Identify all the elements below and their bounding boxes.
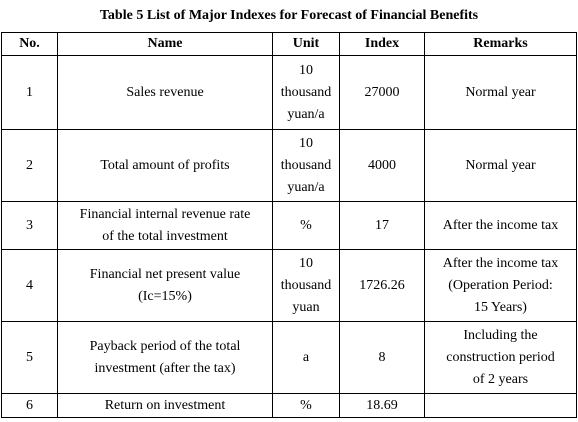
header-no: No.: [1, 32, 58, 56]
cell-no: 2: [1, 129, 58, 202]
cell-remarks: Normal year: [424, 129, 577, 202]
cell-unit: 10 thousand yuan/a: [272, 129, 340, 202]
cell-name: Total amount of profits: [57, 129, 273, 202]
table-row: 4 Financial net present value (Ic=15%) 10…: [1, 249, 577, 322]
header-index: Index: [339, 32, 425, 56]
table-row: 1 Sales revenue 10 thousand yuan/a 27000 N…: [1, 55, 577, 130]
cell-no: 4: [1, 249, 58, 322]
cell-no: 6: [1, 393, 58, 418]
cell-no: 3: [1, 201, 58, 250]
cell-unit: 10 thousand yuan/a: [272, 55, 340, 130]
cell-unit: 10 thousand yuan: [272, 249, 340, 322]
financial-index-table: No. Name Unit Index Remarks 1 Sales reve…: [1, 32, 577, 418]
cell-unit: a: [272, 321, 340, 394]
table-row: 6 Return on investment % 18.69: [1, 393, 577, 418]
table-row: 5 Payback period of the total investment …: [1, 321, 577, 394]
cell-unit: %: [272, 201, 340, 250]
header-unit: Unit: [272, 32, 340, 56]
header-row: No. Name Unit Index Remarks: [1, 32, 577, 56]
table-row: 2 Total amount of profits 10 thousand yuan…: [1, 129, 577, 202]
cell-index: 17: [339, 201, 425, 250]
cell-index: 1726.26: [339, 249, 425, 322]
cell-name: Return on investment: [57, 393, 273, 418]
table-caption: Table 5 List of Major Indexes for Foreca…: [99, 8, 479, 23]
cell-no: 5: [1, 321, 58, 394]
cell-index: 8: [339, 321, 425, 394]
cell-name: Payback period of the total investment (a…: [57, 321, 273, 394]
cell-remarks: After the income tax (Operation Period: 15…: [424, 249, 577, 322]
cell-remarks: [424, 393, 577, 418]
cell-name: Sales revenue: [57, 55, 273, 130]
cell-no: 1: [1, 55, 58, 130]
cell-unit: %: [272, 393, 340, 418]
header-remarks: Remarks: [424, 32, 577, 56]
cell-remarks: Normal year: [424, 55, 577, 130]
cell-index: 27000: [339, 55, 425, 130]
cell-name: Financial internal revenue rate of the to…: [57, 201, 273, 250]
cell-remarks: After the income tax: [424, 201, 577, 250]
cell-remarks: Including the construction period of 2 yea…: [424, 321, 577, 394]
table-row: 3 Financial internal revenue rate of the …: [1, 201, 577, 250]
header-name: Name: [57, 32, 273, 56]
cell-index: 4000: [339, 129, 425, 202]
cell-index: 18.69: [339, 393, 425, 418]
cell-name: Financial net present value (Ic=15%): [57, 249, 273, 322]
